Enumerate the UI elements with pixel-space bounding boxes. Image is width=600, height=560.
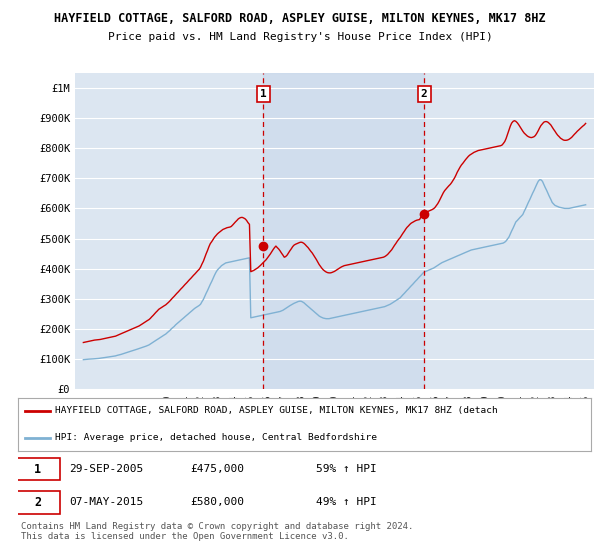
FancyBboxPatch shape [15, 458, 60, 480]
Text: 2: 2 [34, 496, 41, 509]
Text: Contains HM Land Registry data © Crown copyright and database right 2024.
This d: Contains HM Land Registry data © Crown c… [21, 522, 413, 542]
Text: 07-MAY-2015: 07-MAY-2015 [70, 497, 144, 507]
FancyBboxPatch shape [15, 491, 60, 514]
Text: 2: 2 [421, 89, 427, 99]
Text: HAYFIELD COTTAGE, SALFORD ROAD, ASPLEY GUISE, MILTON KEYNES, MK17 8HZ: HAYFIELD COTTAGE, SALFORD ROAD, ASPLEY G… [54, 12, 546, 25]
Text: £475,000: £475,000 [190, 464, 244, 474]
Text: HPI: Average price, detached house, Central Bedfordshire: HPI: Average price, detached house, Cent… [55, 433, 377, 442]
Text: 29-SEP-2005: 29-SEP-2005 [70, 464, 144, 474]
Text: £580,000: £580,000 [190, 497, 244, 507]
Text: 1: 1 [260, 89, 267, 99]
Text: 49% ↑ HPI: 49% ↑ HPI [316, 497, 377, 507]
Text: 59% ↑ HPI: 59% ↑ HPI [316, 464, 377, 474]
Text: Price paid vs. HM Land Registry's House Price Index (HPI): Price paid vs. HM Land Registry's House … [107, 32, 493, 43]
Text: HAYFIELD COTTAGE, SALFORD ROAD, ASPLEY GUISE, MILTON KEYNES, MK17 8HZ (detach: HAYFIELD COTTAGE, SALFORD ROAD, ASPLEY G… [55, 407, 498, 416]
Bar [263, 73, 424, 389]
Text: 1: 1 [34, 463, 41, 475]
